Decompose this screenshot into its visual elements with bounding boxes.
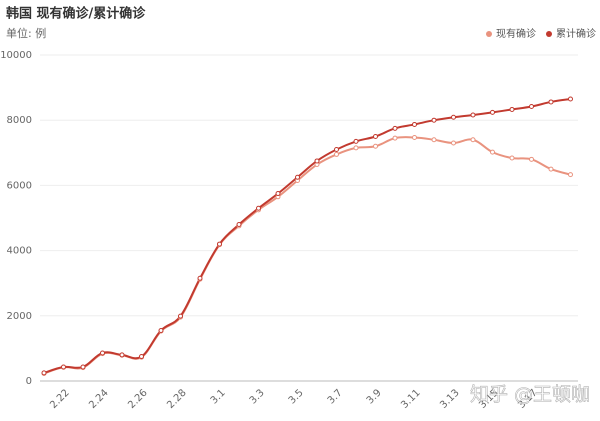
x-tick-label: 2.28 xyxy=(165,387,189,411)
y-tick-label: 4000 xyxy=(7,246,32,257)
data-point xyxy=(256,205,261,211)
legend-marker xyxy=(486,31,492,37)
data-point xyxy=(568,172,573,178)
data-point xyxy=(334,147,339,153)
data-point xyxy=(373,134,378,139)
data-point xyxy=(529,156,534,162)
data-point xyxy=(295,174,300,180)
x-tick-label: 3.9 xyxy=(365,387,384,406)
data-point xyxy=(529,104,534,110)
data-point xyxy=(353,145,359,151)
x-tick-label: 2.24 xyxy=(87,387,111,411)
data-point xyxy=(158,327,164,333)
data-point xyxy=(470,137,476,143)
data-point xyxy=(334,151,339,157)
data-point xyxy=(451,140,456,146)
legend-label: 累计确诊 xyxy=(556,27,596,40)
data-point xyxy=(197,275,203,281)
data-point xyxy=(314,158,320,164)
x-tick-label: 2.22 xyxy=(48,387,72,411)
data-point xyxy=(431,117,437,123)
data-point xyxy=(568,96,573,102)
data-point xyxy=(470,112,476,118)
data-point xyxy=(392,135,398,141)
chart-title: 韩国 现有确诊/累计确诊 xyxy=(6,6,146,22)
data-point xyxy=(61,364,66,370)
y-tick-label: 8000 xyxy=(7,115,32,126)
data-point xyxy=(275,191,281,197)
data-point xyxy=(451,114,456,120)
x-tick-label: 3.11 xyxy=(399,387,423,411)
x-tick-label: 3.13 xyxy=(438,387,462,411)
data-point xyxy=(509,106,515,112)
chart-subtitle: 单位: 例 xyxy=(6,26,46,40)
data-point xyxy=(373,143,378,149)
legend: 累计确诊 现有确诊 xyxy=(486,27,596,40)
data-point xyxy=(490,109,495,115)
data-point xyxy=(392,125,398,131)
x-tick-label: 3.7 xyxy=(326,387,345,406)
data-point xyxy=(178,313,183,319)
data-point xyxy=(412,134,417,140)
y-tick-label: 0 xyxy=(26,376,32,387)
data-point xyxy=(217,241,222,247)
data-point xyxy=(509,155,515,161)
x-tick-label: 3.5 xyxy=(287,387,306,406)
data-point xyxy=(548,99,554,105)
y-tick-label: 2000 xyxy=(7,311,32,322)
watermark: 知乎 @王顿咖 xyxy=(470,384,590,406)
data-point xyxy=(236,222,242,228)
x-tick-label: 3.3 xyxy=(248,387,267,406)
series-line xyxy=(43,98,571,374)
data-point xyxy=(100,350,105,356)
data-point xyxy=(431,137,437,143)
y-tick-label: 6000 xyxy=(7,180,32,191)
x-tick-label: 3.1 xyxy=(209,387,228,406)
data-point xyxy=(80,364,86,370)
legend-marker xyxy=(546,31,552,37)
data-point xyxy=(490,149,495,155)
series-line xyxy=(43,136,571,375)
legend-label: 现有确诊 xyxy=(496,27,536,40)
plot: 0 2000 4000 6000 8000 10000 2.22 2.24 2.26 2.28 3.… xyxy=(0,50,578,411)
data-point xyxy=(119,352,125,358)
x-tick-label: 2.26 xyxy=(126,387,150,411)
data-point xyxy=(548,166,554,172)
data-point xyxy=(353,138,359,144)
data-point xyxy=(41,370,47,376)
data-point xyxy=(139,354,144,360)
y-tick-label: 10000 xyxy=(0,50,32,61)
data-point xyxy=(412,121,417,127)
